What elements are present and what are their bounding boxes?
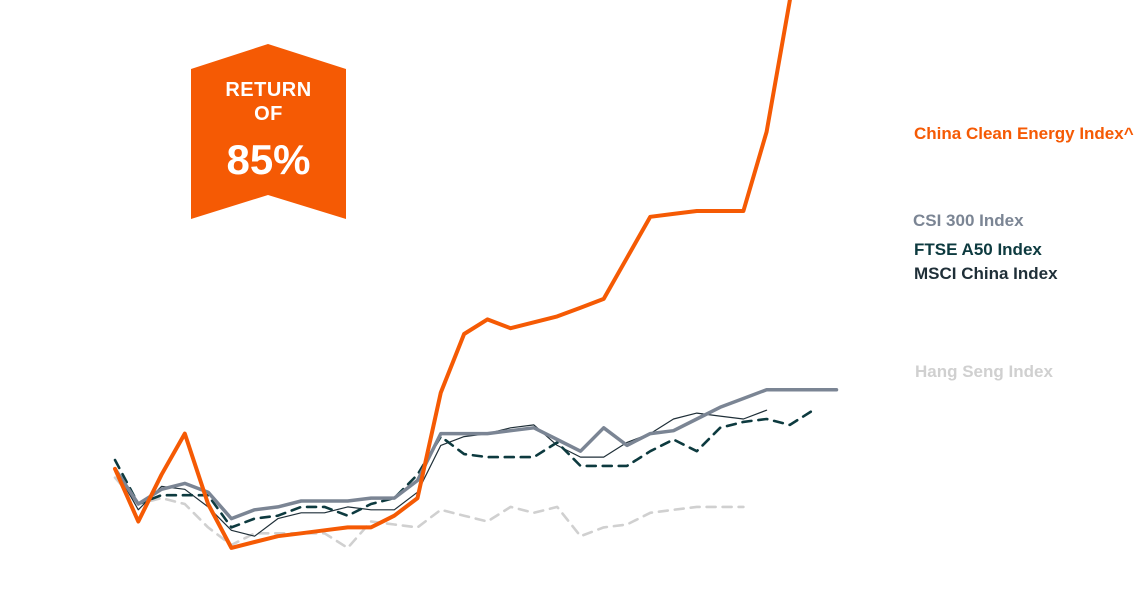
badge-value: 85% — [226, 136, 311, 183]
legend-csi-300: CSI 300 Index — [913, 211, 1024, 230]
return-badge: RETURN OF 85% — [191, 44, 346, 219]
series-line-msci-china-index — [114, 409, 768, 537]
legend-china-clean-energy: China Clean Energy Index^ — [914, 124, 1134, 143]
badge-label-line1: RETURN — [225, 79, 312, 101]
legend-hang-seng: Hang Seng Index — [915, 362, 1053, 381]
series-line-csi-300-index — [113, 387, 839, 521]
ribbon-shape — [191, 44, 346, 219]
series-line-hang-seng-index — [113, 476, 745, 550]
legend-ftse-a50: FTSE A50 Index — [914, 240, 1042, 259]
badge-label-line2: OF — [254, 103, 283, 125]
series-line-ftse-a50-index — [113, 408, 815, 529]
legend-msci-china: MSCI China Index — [914, 264, 1058, 283]
series-line-china-clean-energy-index — [113, 0, 792, 550]
